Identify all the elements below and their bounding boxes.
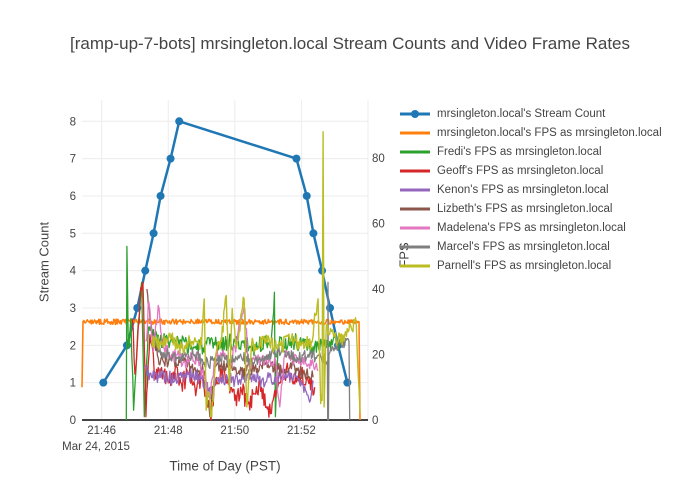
legend-swatch-icon bbox=[400, 150, 430, 153]
y-left-tick-label: 5 bbox=[70, 228, 76, 240]
y-left-tick-label: 4 bbox=[70, 266, 77, 278]
series-marker-0[interactable] bbox=[309, 229, 318, 238]
series-marker-0[interactable] bbox=[166, 154, 175, 163]
series-marker-0[interactable] bbox=[149, 229, 158, 238]
legend-item-label: Geoff's FPS as mrsingleton.local bbox=[437, 164, 604, 177]
legend-item-8[interactable]: Parnell's FPS as mrsingleton.local bbox=[400, 256, 662, 275]
y-right-tick-label: 80 bbox=[372, 153, 385, 165]
legend-item-label: mrsingleton.local's Stream Count bbox=[437, 107, 606, 120]
legend-swatch-icon bbox=[400, 188, 430, 191]
legend-item-1[interactable]: mrsingleton.local's FPS as mrsingleton.l… bbox=[400, 123, 662, 142]
x-axis-title: Time of Day (PST) bbox=[169, 458, 281, 474]
y-right-tick-label: 0 bbox=[372, 415, 378, 427]
y-right-tick-label: 40 bbox=[372, 284, 385, 296]
x-tick-label: 21:48 bbox=[154, 425, 183, 437]
series-marker-0[interactable] bbox=[175, 117, 184, 126]
series-line-8[interactable] bbox=[150, 131, 361, 418]
y-left-tick-label: 3 bbox=[70, 303, 76, 315]
legend-item-label: Kenon's FPS as mrsingleton.local bbox=[437, 183, 609, 196]
y-left-tick-label: 7 bbox=[70, 154, 76, 166]
legend-swatch-icon bbox=[400, 245, 430, 248]
legend-item-5[interactable]: Lizbeth's FPS as mrsingleton.local bbox=[400, 199, 662, 218]
legend-item-6[interactable]: Madelena's FPS as mrsingleton.local bbox=[400, 218, 662, 237]
legend-item-3[interactable]: Geoff's FPS as mrsingleton.local bbox=[400, 161, 662, 180]
legend-item-7[interactable]: Marcel's FPS as mrsingleton.local bbox=[400, 237, 662, 256]
y-left-tick-label: 2 bbox=[70, 340, 76, 352]
series-marker-0[interactable] bbox=[343, 378, 352, 387]
legend-item-label: Fredi's FPS as mrsingleton.local bbox=[437, 145, 602, 158]
series-marker-0[interactable] bbox=[156, 191, 165, 200]
legend-item-4[interactable]: Kenon's FPS as mrsingleton.local bbox=[400, 180, 662, 199]
legend-item-2[interactable]: Fredi's FPS as mrsingleton.local bbox=[400, 142, 662, 161]
chart-title: [ramp-up-7-bots] mrsingleton.local Strea… bbox=[70, 34, 630, 53]
legend-item-label: Marcel's FPS as mrsingleton.local bbox=[437, 240, 610, 253]
legend: mrsingleton.local's Stream Count mrsingle… bbox=[400, 104, 662, 275]
legend-item-label: mrsingleton.local's FPS as mrsingleton.l… bbox=[437, 126, 662, 139]
y-right-tick-label: 60 bbox=[372, 218, 385, 230]
legend-item-0[interactable]: mrsingleton.local's Stream Count bbox=[400, 104, 662, 123]
legend-swatch-icon bbox=[400, 226, 430, 229]
series-line-7[interactable] bbox=[152, 281, 351, 421]
x-tick-label: 21:52 bbox=[287, 425, 316, 437]
series-marker-0[interactable] bbox=[302, 191, 311, 200]
x-tick-label: 21:46 bbox=[87, 425, 116, 437]
y-left-tick-label: 8 bbox=[70, 116, 76, 128]
legend-swatch-icon bbox=[400, 169, 430, 172]
legend-swatch-icon bbox=[400, 207, 430, 210]
x-tick-label: 21:50 bbox=[220, 425, 249, 437]
y-right-tick-label: 20 bbox=[372, 349, 385, 361]
y-left-tick-label: 6 bbox=[70, 191, 76, 203]
legend-swatch-icon bbox=[400, 109, 430, 118]
series-marker-0[interactable] bbox=[326, 303, 335, 312]
legend-swatch-icon bbox=[400, 264, 430, 267]
x-axis-date-label: Mar 24, 2015 bbox=[62, 441, 130, 453]
legend-item-label: Lizbeth's FPS as mrsingleton.local bbox=[437, 202, 613, 215]
series-marker-0[interactable] bbox=[292, 154, 301, 163]
legend-item-label: Madelena's FPS as mrsingleton.local bbox=[437, 221, 626, 234]
legend-swatch-icon bbox=[400, 131, 430, 134]
legend-item-label: Parnell's FPS as mrsingleton.local bbox=[437, 259, 612, 272]
series-marker-0[interactable] bbox=[99, 378, 108, 387]
y-left-tick-label: 0 bbox=[70, 415, 76, 427]
series-marker-0[interactable] bbox=[141, 266, 150, 275]
y-left-tick-label: 1 bbox=[70, 378, 76, 390]
